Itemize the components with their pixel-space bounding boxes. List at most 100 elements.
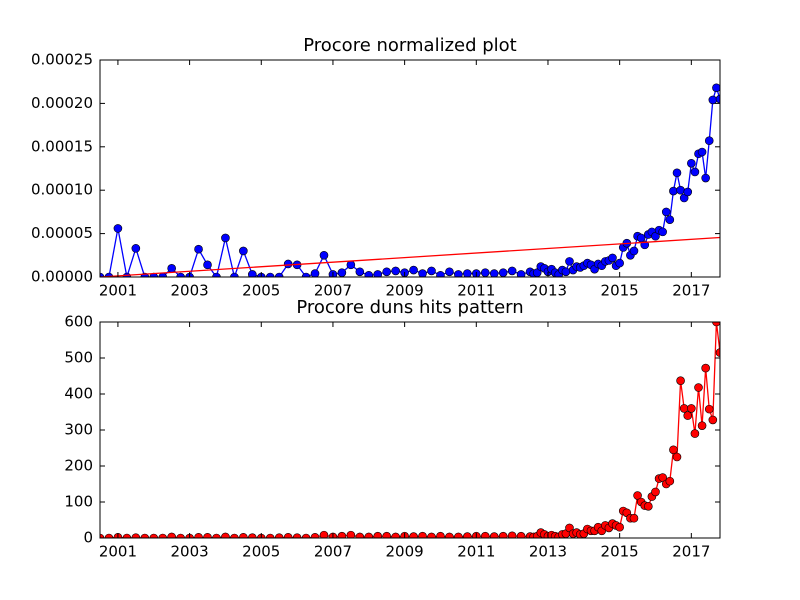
data-point (100, 272, 105, 277)
data-point (507, 266, 517, 276)
data-point (104, 533, 114, 538)
x-tick-label: 2017 (672, 282, 710, 300)
chart-title: Procore duns hits pattern (296, 297, 523, 318)
data-point (704, 136, 714, 146)
data-point (704, 404, 714, 414)
data-point (221, 233, 230, 243)
y-tick-label: 300 (64, 421, 93, 439)
y-tick-label: 0.00025 (31, 51, 93, 69)
data-point (221, 532, 230, 538)
data-point (239, 532, 248, 538)
x-tick-label: 2009 (386, 282, 424, 300)
y-tick-label: 200 (64, 457, 93, 475)
data-point (364, 270, 374, 277)
data-point (436, 531, 445, 538)
data-point (212, 533, 221, 538)
data-point (319, 251, 329, 260)
data-point (565, 257, 574, 266)
data-point (651, 487, 660, 497)
data-point (310, 269, 320, 277)
data-point (167, 264, 176, 273)
data-point (498, 531, 508, 538)
y-tick-label: 0 (83, 529, 93, 547)
data-point (301, 533, 311, 538)
data-point (697, 147, 707, 157)
data-point (274, 272, 284, 277)
x-tick-label: 2007 (314, 282, 352, 300)
data-point (615, 258, 624, 268)
data-point (131, 244, 141, 253)
data-point (687, 404, 696, 413)
data-point (176, 533, 185, 538)
data-point (489, 269, 499, 277)
data-line (100, 236, 720, 277)
data-point (658, 227, 667, 237)
data-point (158, 533, 168, 538)
data-point (203, 532, 212, 538)
data-point (248, 270, 257, 277)
data-point (149, 533, 159, 538)
data-point (265, 533, 275, 538)
data-point (608, 253, 617, 263)
data-point (629, 246, 639, 256)
data-point (516, 270, 526, 277)
plot-area (100, 322, 720, 538)
data-point (337, 268, 347, 277)
data-point (310, 532, 320, 538)
data-point (382, 267, 392, 277)
data-point (669, 445, 678, 455)
data-point (346, 530, 356, 538)
data-point (683, 411, 693, 420)
x-tick-label: 2001 (99, 543, 137, 561)
data-point (113, 224, 123, 233)
data-point (140, 533, 150, 538)
data-point (712, 322, 720, 327)
data-point (391, 532, 400, 538)
data-point (194, 244, 203, 254)
data-point (230, 272, 239, 277)
axes-frame (99, 59, 721, 278)
data-point (715, 94, 720, 104)
x-tick-label: 2009 (386, 543, 424, 561)
data-point (100, 533, 105, 538)
data-point (355, 532, 365, 538)
data-point (355, 267, 365, 277)
data-point (633, 491, 642, 500)
data-point (391, 266, 400, 276)
data-point (665, 215, 675, 225)
data-point (239, 246, 248, 256)
data-point (436, 270, 445, 277)
data-point (489, 532, 499, 538)
data-point (283, 259, 293, 269)
y-tick-label: 500 (64, 349, 93, 367)
data-point (676, 185, 685, 195)
data-point (683, 187, 693, 197)
data-point (122, 533, 132, 538)
data-point (687, 158, 696, 168)
data-point (364, 532, 374, 538)
x-tick-label: 2005 (242, 543, 280, 561)
data-point (445, 532, 454, 538)
x-tick-label: 2015 (601, 543, 639, 561)
data-point (382, 531, 392, 538)
x-tick-label: 2013 (529, 543, 567, 561)
data-point (690, 429, 700, 438)
data-point (346, 260, 356, 270)
data-point (480, 531, 490, 538)
data-point (283, 532, 293, 538)
data-point (697, 421, 707, 430)
data-point (454, 270, 463, 277)
data-point (615, 522, 624, 532)
data-point (712, 83, 720, 93)
x-tick-label: 2001 (99, 282, 137, 300)
data-point (337, 531, 347, 538)
data-point (409, 532, 418, 538)
data-point (715, 348, 720, 357)
y-tick-label: 600 (64, 313, 93, 331)
y-tick-label: 0.00020 (31, 94, 93, 112)
data-point (203, 260, 212, 270)
data-point (629, 513, 639, 523)
y-tick-label: 0.00010 (31, 181, 93, 199)
